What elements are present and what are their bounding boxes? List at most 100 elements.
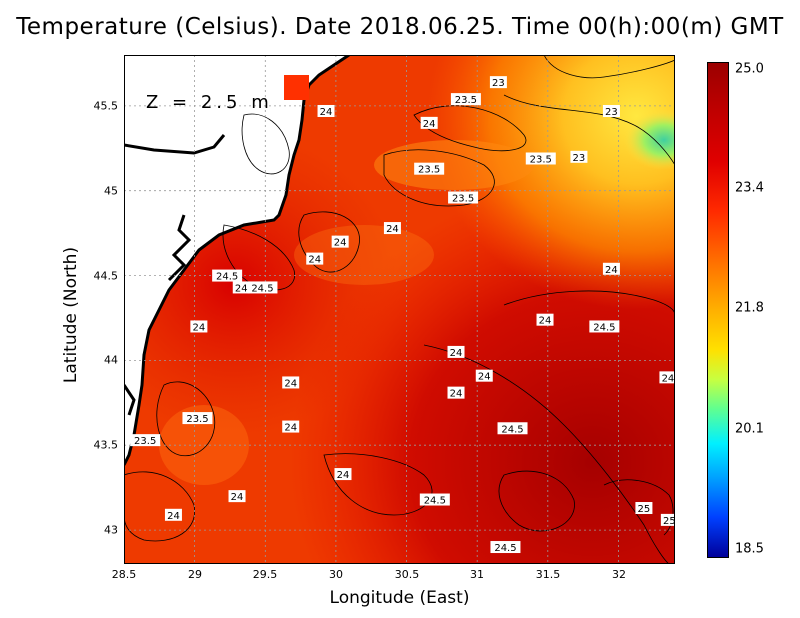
contour-label-box — [182, 412, 213, 425]
x-tick-label: 30 — [329, 568, 343, 581]
contour-label-box — [232, 281, 250, 294]
contour-label-text: 24.5 — [593, 322, 615, 333]
contour-label-text: 24 — [193, 322, 206, 333]
contour-label: 23 — [570, 150, 588, 164]
y-tick-label: 43.5 — [93, 438, 119, 452]
contour-label: 24.5 — [490, 541, 521, 554]
contour-label: 24 — [190, 320, 208, 333]
contour-label-box — [602, 104, 620, 117]
contour-label-text: 23 — [492, 78, 505, 89]
contour-label-text: 24.5 — [251, 283, 273, 294]
contour-label-text: 24 — [320, 107, 333, 118]
x-tick-label: 30.5 — [394, 568, 420, 581]
contour-label-text: 23.5 — [455, 95, 477, 106]
contour-label-box — [450, 93, 481, 106]
contour-label: 23.5 — [450, 93, 481, 106]
contour-label: 24.5 — [497, 422, 528, 435]
contour-label: 24 — [331, 235, 349, 249]
contour-label-text: 24.5 — [424, 496, 446, 507]
y-tick-label: 44.5 — [93, 269, 119, 283]
contour-label-text: 24 — [605, 265, 618, 276]
contour-label: 24 — [447, 386, 465, 400]
colorbar-tick: 21.8 — [735, 300, 764, 316]
contour-label-box — [525, 152, 556, 165]
x-tick-label: 32 — [612, 568, 626, 581]
contour-label: 24 — [164, 508, 182, 522]
x-tick-label: 28.5 — [111, 568, 137, 581]
x-tick-label: 31.5 — [535, 568, 561, 581]
contour-label-box — [490, 541, 521, 554]
depth-label: Z = 2.5 m — [146, 92, 273, 113]
contour-label: 24 — [306, 252, 324, 266]
contour-label-text: 24 — [662, 373, 675, 384]
contour-label-text: 24 — [231, 492, 244, 503]
y-axis-label: Latitude (North) — [61, 246, 81, 384]
x-tick-label: 31 — [470, 568, 484, 581]
contour-label-box — [419, 493, 450, 506]
temperature-map: 23 23.5 24 24 23 23.5 23 23.5 23.5 24 24 24 24.5 24 24… — [124, 55, 675, 564]
contour-label-box — [475, 369, 493, 382]
contour-label-box — [660, 513, 675, 526]
contour-label: 23 — [489, 76, 507, 89]
contour-label-text: 25 — [638, 504, 651, 515]
contour-label-text: 23.5 — [530, 154, 552, 165]
contour-label-box — [212, 269, 243, 282]
contour-label-box — [190, 320, 208, 333]
contour-label-text: 24 — [308, 255, 321, 266]
contour-label-box — [497, 422, 528, 435]
colorbar-tick: 20.1 — [735, 421, 764, 437]
contour-label-box — [282, 376, 300, 389]
x-tick-label: 29.5 — [252, 568, 278, 581]
colorbar-tick: 23.4 — [735, 180, 764, 196]
contour-label-text: 24 — [478, 372, 491, 383]
contour-label-box — [420, 116, 438, 129]
contour-label-text: 23 — [605, 107, 618, 118]
contour-label: 24 — [334, 468, 352, 481]
contour-label: 24.5 — [247, 281, 278, 294]
contour-label-text: 24 — [450, 389, 463, 400]
contour-label: 24 — [232, 281, 250, 294]
contour-label-text: 24 — [386, 224, 399, 235]
contour-label-text: 24 — [167, 511, 180, 522]
warm-patch — [374, 140, 534, 190]
contour-label-box — [130, 434, 161, 447]
contour-label: 24 — [536, 313, 554, 327]
contour-label-box — [383, 222, 401, 235]
colorbar — [707, 62, 729, 558]
contour-label-box — [589, 320, 620, 333]
y-tick-label: 45 — [104, 184, 118, 198]
contour-label-text: 24.5 — [494, 543, 516, 554]
cool-core — [624, 110, 675, 170]
contour-label: 23 — [602, 104, 620, 118]
contour-label-box — [489, 76, 507, 89]
contour-label-text: 23.5 — [134, 436, 156, 447]
contour-label: 23.5 — [182, 412, 213, 425]
warm-patch — [294, 225, 434, 285]
contour-label-box — [602, 262, 620, 275]
contour-label-text: 24 — [334, 238, 347, 249]
contour-label-box — [447, 386, 465, 399]
contour-label-box — [164, 508, 182, 521]
map-title: Temperature (Celsius). Date 2018.06.25. … — [16, 14, 784, 40]
contour-label: 24 — [447, 345, 465, 359]
x-axis-label: Longitude (East) — [329, 588, 470, 608]
contour-label: 24 — [228, 490, 246, 503]
contour-label-text: 24 — [450, 348, 463, 359]
contour-label-text: 24 — [337, 470, 350, 481]
contour-label: 24 — [317, 104, 335, 118]
contour-label-box — [282, 420, 300, 433]
contour-label: 24 — [383, 222, 401, 235]
contour-label-box — [247, 281, 278, 294]
warm-patch — [284, 75, 309, 100]
contour-label-box — [317, 104, 335, 117]
contour-label: 24 — [282, 376, 300, 389]
contour-label-box — [659, 371, 675, 384]
contour-label-text: 24.5 — [501, 424, 523, 435]
contour-label-text: 23.5 — [418, 165, 440, 176]
plot-frame — [124, 55, 675, 564]
contour-label: 24.5 — [419, 493, 450, 507]
contour-label-box — [536, 313, 554, 326]
contour-label: 23.5 — [130, 434, 161, 447]
contour-label: 24.5 — [212, 269, 243, 283]
